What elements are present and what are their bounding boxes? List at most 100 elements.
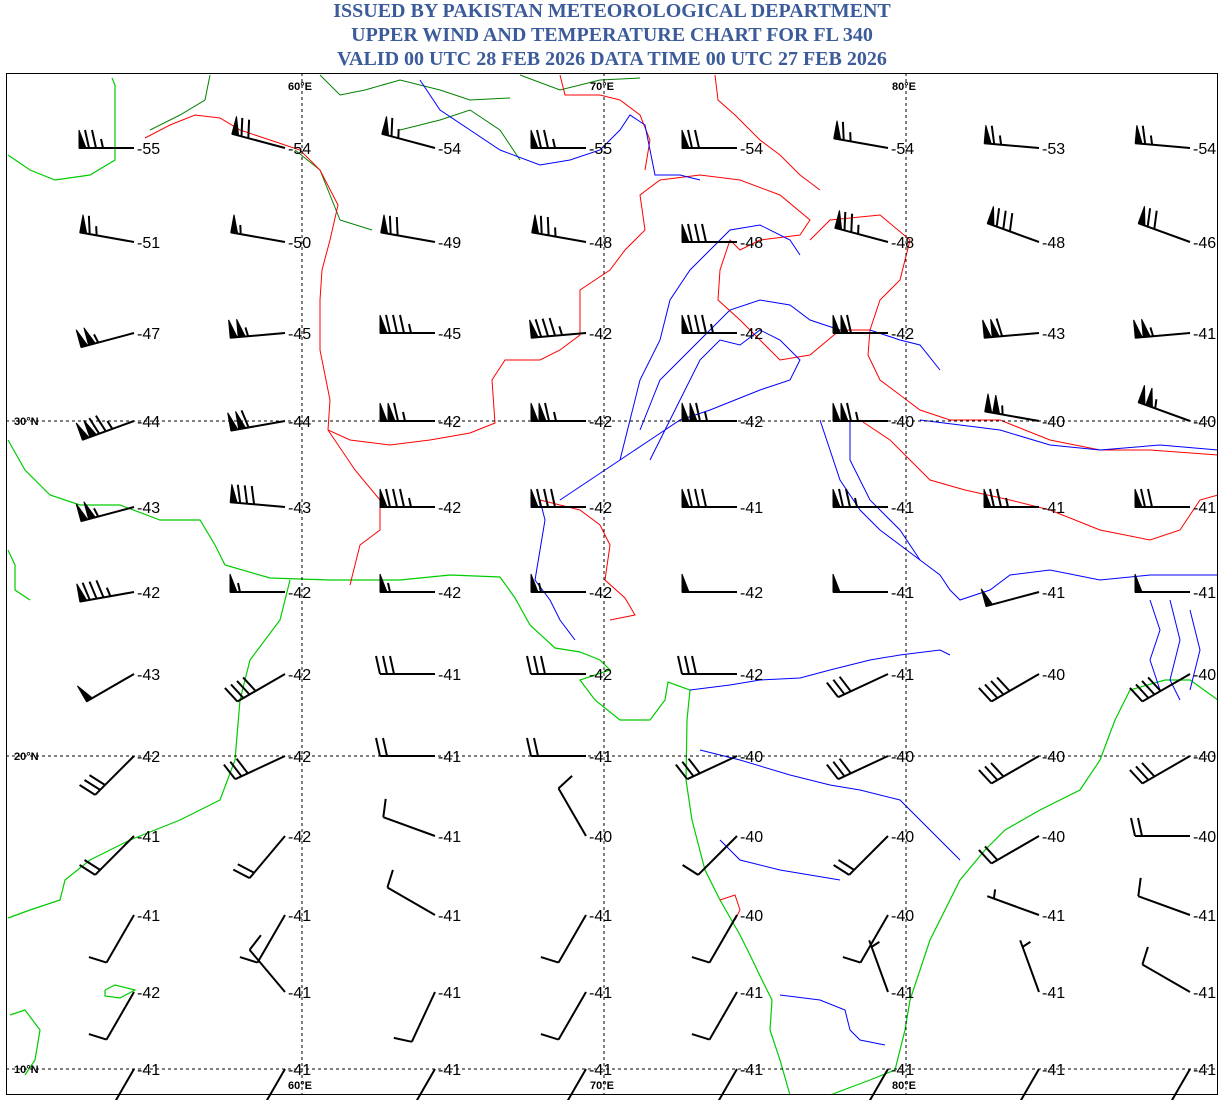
wind-barb: [78, 129, 134, 149]
wind-barb: [1134, 125, 1191, 149]
temperature-value: -42: [740, 667, 763, 684]
temperature-value: -40: [1193, 829, 1216, 846]
wind-barb: [529, 317, 587, 339]
temperature-value: -41: [288, 985, 311, 1002]
wind-barb: [833, 120, 889, 149]
temperature-value: -42: [740, 414, 763, 431]
wind-barb: [530, 402, 586, 422]
wind-barb: [826, 673, 889, 699]
wind-barb: [978, 673, 1040, 703]
temperature-value: -41: [891, 985, 914, 1002]
wind-barb: [681, 129, 737, 149]
wind-barb: [1134, 488, 1190, 508]
temperature-value: -41: [589, 749, 612, 766]
temperature-value: -40: [1193, 414, 1216, 431]
wind-barb: [691, 914, 738, 964]
wind-barb: [375, 655, 435, 675]
temperature-labels: -55 -54 -54 -55 -54 -54 -53 -54 -51 -50 -49 -48 -48 -…: [137, 141, 1216, 1079]
wind-barb: [983, 125, 1040, 149]
temperature-value: -48: [589, 235, 612, 252]
chart-title-line1: ISSUED BY PAKISTAN METEOROLOGICAL DEPART…: [333, 0, 891, 22]
wind-barb: [75, 501, 135, 523]
lat-label-20n: 20°N: [14, 751, 39, 763]
temperature-value: -41: [891, 1062, 914, 1079]
wind-barb: [983, 488, 1039, 508]
wind-barb: [1134, 573, 1190, 593]
temperature-value: -42: [438, 414, 461, 431]
lon-label-60e: 60°E: [288, 81, 312, 93]
wind-barb: [681, 488, 737, 508]
temperature-value: -42: [740, 585, 763, 602]
temperature-value: -41: [1193, 326, 1216, 343]
temperature-value: -41: [438, 908, 461, 925]
temperature-value: -41: [438, 667, 461, 684]
wind-barb: [984, 393, 1040, 422]
wind-barb: [1019, 939, 1040, 993]
temperature-value: -54: [288, 141, 311, 158]
wind-barb: [530, 129, 586, 149]
temperature-value: -41: [740, 1062, 763, 1079]
wind-barb: [986, 889, 1040, 916]
temperature-value: -42: [288, 829, 311, 846]
temperature-value: -40: [740, 829, 763, 846]
temperature-value: -50: [288, 235, 311, 252]
temperature-value: -48: [891, 235, 914, 252]
temperature-value: -43: [288, 500, 311, 517]
wind-barb: [677, 655, 737, 675]
temperature-value: -45: [438, 326, 461, 343]
wind-barb: [1137, 385, 1191, 422]
wind-barb: [681, 223, 737, 243]
temperature-value: -43: [137, 500, 160, 517]
wind-barb: [75, 415, 135, 441]
temperature-value: -41: [137, 1062, 160, 1079]
wind-barb: [75, 327, 135, 349]
temperature-value: -46: [1193, 235, 1216, 252]
wind-barb: [531, 214, 587, 243]
temperature-value: -41: [137, 908, 160, 925]
wind-barb: [842, 914, 889, 964]
wind-barb: [375, 737, 435, 757]
temperature-value: -40: [1042, 414, 1065, 431]
lon-label-80e-bottom: 80°E: [892, 1080, 916, 1092]
temperature-value: -49: [438, 235, 461, 252]
temperature-value: -53: [1042, 141, 1065, 158]
temperature-value: -44: [137, 414, 160, 431]
admin-lines: [149, 74, 641, 231]
wind-barb: [379, 573, 435, 593]
temperature-value: -40: [589, 829, 612, 846]
temperature-value: -41: [288, 1062, 311, 1079]
temperature-value: -40: [891, 829, 914, 846]
wind-barb: [230, 214, 286, 243]
temperature-value: -40: [1193, 749, 1216, 766]
wind-barb: [833, 835, 889, 876]
temperature-value: -40: [891, 749, 914, 766]
temperature-value: -40: [740, 908, 763, 925]
temperature-value: -40: [1042, 749, 1065, 766]
temperature-value: -41: [740, 500, 763, 517]
wind-barb: [530, 488, 586, 508]
temperature-value: -41: [891, 667, 914, 684]
wind-barb: [1129, 755, 1191, 785]
wind-barb: [229, 573, 285, 593]
wind-barb: [1137, 206, 1191, 243]
wind-barb: [530, 573, 586, 593]
wind-barb: [978, 755, 1040, 785]
temperature-value: -41: [438, 749, 461, 766]
temperature-value: -48: [740, 235, 763, 252]
wind-barb: [681, 573, 737, 593]
wind-barb: [232, 835, 286, 879]
wind-barb: [982, 318, 1040, 339]
temperature-value: -41: [438, 1062, 461, 1079]
wind-barb: [228, 318, 286, 339]
temperature-value: -44: [288, 414, 311, 431]
wind-barb: [681, 314, 737, 334]
temperature-value: -47: [137, 326, 160, 343]
temperature-value: -41: [438, 829, 461, 846]
wind-barb: [834, 210, 889, 243]
temperature-value: -54: [740, 141, 763, 158]
wind-barb: [1133, 318, 1191, 339]
temperature-value: -41: [740, 985, 763, 1002]
temperature-value: -41: [1193, 908, 1216, 925]
wind-barb: [675, 755, 738, 781]
wind-barb: [393, 991, 436, 1043]
